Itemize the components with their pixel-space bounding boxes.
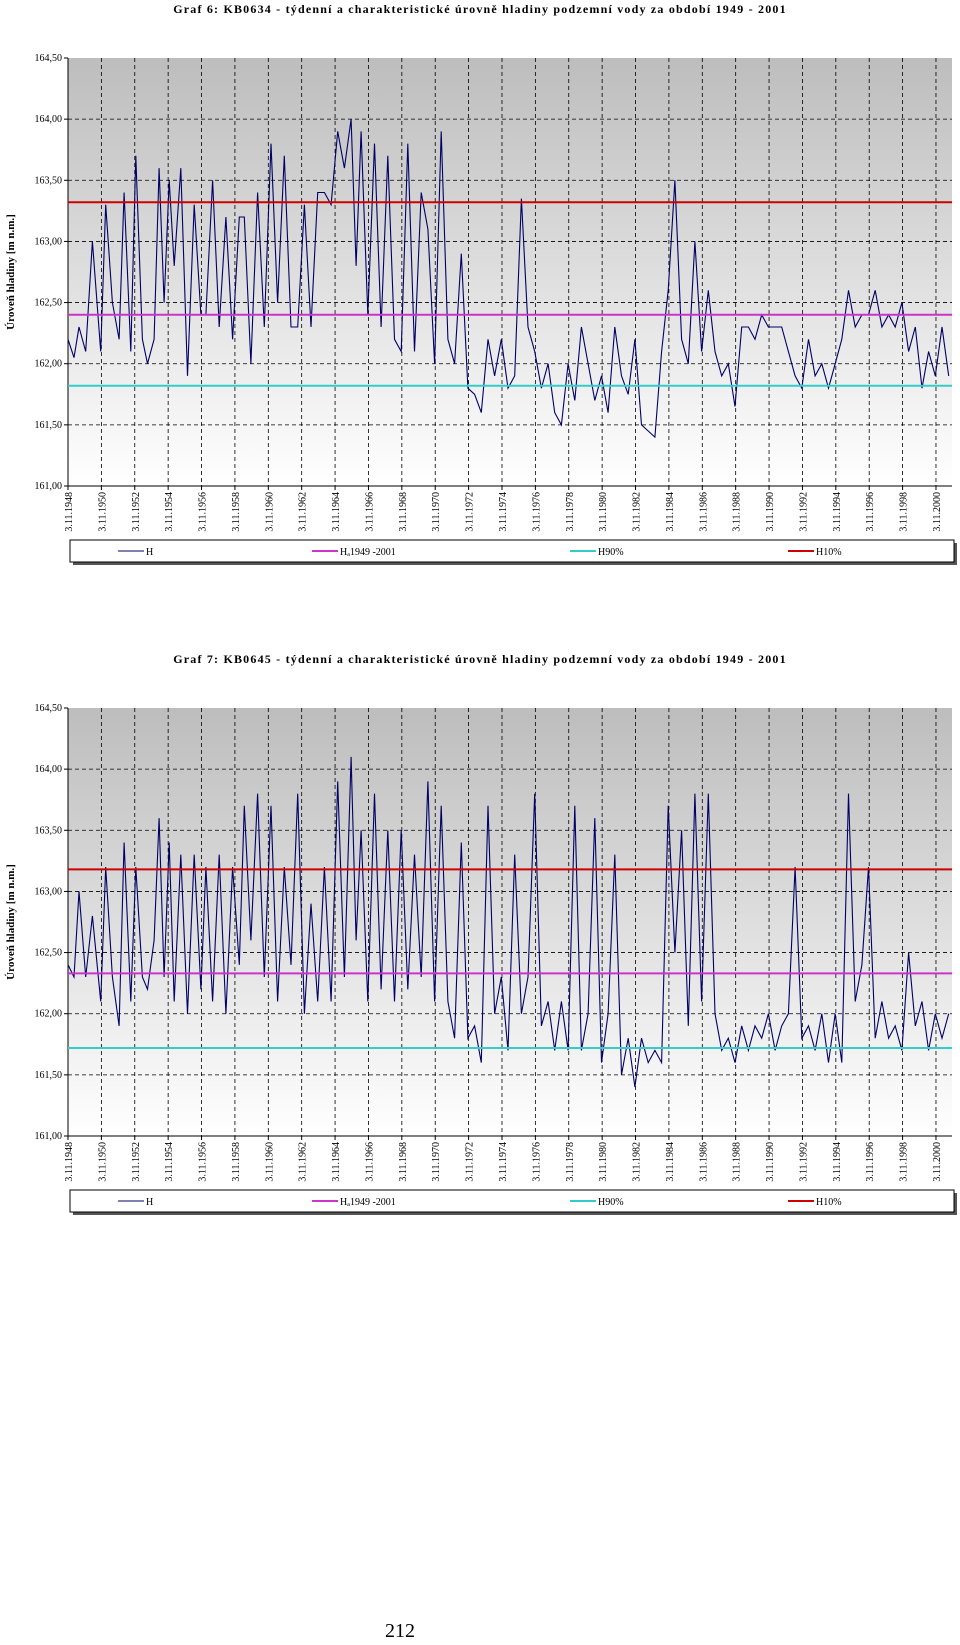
x-tick-label: 3.11.1964 — [331, 492, 342, 532]
y-tick-label: 161,50 — [35, 420, 63, 431]
legend-box — [69, 1189, 955, 1213]
x-tick-label: 3.11.1960 — [264, 492, 275, 532]
page-number: 212 — [385, 1620, 415, 1642]
x-tick-label: 3.11.1968 — [398, 492, 409, 532]
plot-area — [68, 58, 952, 486]
x-tick-label: 3.11.1956 — [198, 1142, 209, 1182]
x-tick-label: 3.11.1982 — [632, 1142, 643, 1182]
legend-h-label: H — [146, 547, 153, 558]
x-tick-label: 3.11.1978 — [565, 1142, 576, 1182]
x-tick-label: 3.11.1988 — [732, 1142, 743, 1182]
x-tick-label: 3.11.1976 — [531, 492, 542, 532]
y-tick-label: 161,50 — [35, 1070, 63, 1081]
x-tick-label: 3.11.1964 — [331, 1142, 342, 1182]
legend-h90-label: H90% — [598, 1197, 624, 1208]
x-tick-label: 3.11.1952 — [131, 492, 142, 532]
legend-h10-label: H10% — [816, 1197, 842, 1208]
x-tick-label: 3.11.1996 — [865, 492, 876, 532]
chart-6-title: Graf 6: KB0634 - týdenní a charakteristi… — [173, 2, 787, 16]
legend-hmean-label: Hₐ1949 -2001 — [340, 547, 396, 558]
x-tick-label: 3.11.1962 — [298, 492, 309, 532]
y-axis-label: Úroveň hladiny [m n.m.] — [5, 214, 17, 330]
y-tick-label: 161,00 — [35, 481, 63, 492]
legend-h10-label: H10% — [816, 547, 842, 558]
x-tick-label: 3.11.1970 — [431, 1142, 442, 1182]
y-tick-label: 163,50 — [35, 825, 63, 836]
x-tick-label: 3.11.1990 — [765, 492, 776, 532]
x-tick-label: 3.11.1982 — [632, 492, 643, 532]
y-tick-label: 163,00 — [35, 886, 63, 897]
legend-box — [69, 539, 955, 563]
y-tick-label: 164,00 — [35, 764, 63, 775]
series-line-h — [67, 756, 950, 1088]
x-tick-label: 3.11.1992 — [798, 492, 809, 532]
x-tick-label: 3.11.1954 — [164, 492, 175, 532]
legend-h-label: H — [146, 1197, 153, 1208]
x-tick-label: 3.11.2000 — [932, 1142, 943, 1182]
x-tick-label: 3.11.1976 — [531, 1142, 542, 1182]
x-tick-label: 3.11.1984 — [665, 1142, 676, 1182]
x-tick-label: 3.11.1978 — [565, 492, 576, 532]
x-tick-label: 3.11.1966 — [364, 1142, 375, 1182]
plot-area — [68, 708, 952, 1136]
x-tick-label: 3.11.1990 — [765, 1142, 776, 1182]
y-tick-label: 164,50 — [35, 703, 63, 714]
x-tick-label: 3.11.1970 — [431, 492, 442, 532]
x-tick-label: 3.11.1948 — [64, 492, 75, 532]
legend: H Hₐ1949 -2001 H90% H10% — [69, 1189, 957, 1215]
x-tick-label: 3.11.1998 — [899, 492, 910, 532]
y-tick-label: 162,50 — [35, 298, 63, 309]
y-axis-label: Úroveň hladiny [m n.m.] — [5, 864, 17, 980]
x-tick-label: 3.11.1988 — [732, 492, 743, 532]
y-tick-label: 162,50 — [35, 948, 63, 959]
x-tick-label: 3.11.1966 — [364, 492, 375, 532]
x-tick-label: 3.11.1996 — [865, 1142, 876, 1182]
chart-6: 161,00 161,50 162,00 162,50 163,00 163,50 164,… — [5, 53, 957, 565]
legend-hmean-label: Hₐ1949 -2001 — [340, 1197, 396, 1208]
x-tick-label: 3.11.1950 — [97, 492, 108, 532]
y-tick-label: 162,00 — [35, 1009, 63, 1020]
x-tick-label: 3.11.1986 — [698, 1142, 709, 1182]
y-tick-label: 162,00 — [35, 359, 63, 370]
x-tick-label: 3.11.1980 — [598, 1142, 609, 1182]
x-tick-label: 3.11.1950 — [97, 1142, 108, 1182]
y-tick-label: 164,00 — [35, 114, 63, 125]
x-tick-label: 3.11.1952 — [131, 1142, 142, 1182]
x-tick-label: 3.11.1974 — [498, 1142, 509, 1182]
y-tick-label: 163,00 — [35, 236, 63, 247]
x-tick-label: 3.11.1994 — [832, 1142, 843, 1182]
y-tick-label: 163,50 — [35, 175, 63, 186]
x-tick-label: 3.11.1954 — [164, 1142, 175, 1182]
x-tick-label: 3.11.1958 — [231, 1142, 242, 1182]
x-tick-label: 3.11.1998 — [899, 1142, 910, 1182]
x-tick-label: 3.11.1962 — [298, 1142, 309, 1182]
x-tick-label: 3.11.1960 — [264, 1142, 275, 1182]
x-tick-label: 3.11.1980 — [598, 492, 609, 532]
x-tick-label: 3.11.1956 — [198, 492, 209, 532]
x-tick-label: 3.11.1992 — [798, 1142, 809, 1182]
x-tick-label: 3.11.1984 — [665, 492, 676, 532]
x-tick-label: 3.11.1994 — [832, 492, 843, 532]
chart-7: 161,00 161,50 162,00 162,50 163,00 163,50 164,… — [5, 703, 957, 1215]
x-tick-label: 3.11.1972 — [465, 492, 476, 532]
x-tick-label: 3.11.1958 — [231, 492, 242, 532]
legend: H Hₐ1949 -2001 H90% H10% — [69, 539, 957, 565]
x-tick-label: 3.11.1986 — [698, 492, 709, 532]
legend-h90-label: H90% — [598, 547, 624, 558]
y-tick-label: 164,50 — [35, 53, 63, 64]
x-tick-label: 3.11.1968 — [398, 1142, 409, 1182]
chart-7-title: Graf 7: KB0645 - týdenní a charakteristi… — [173, 652, 787, 666]
x-tick-label: 3.11.2000 — [932, 492, 943, 532]
y-tick-label: 161,00 — [35, 1131, 63, 1142]
x-tick-label: 3.11.1974 — [498, 492, 509, 532]
x-tick-label: 3.11.1948 — [64, 1142, 75, 1182]
x-tick-label: 3.11.1972 — [465, 1142, 476, 1182]
